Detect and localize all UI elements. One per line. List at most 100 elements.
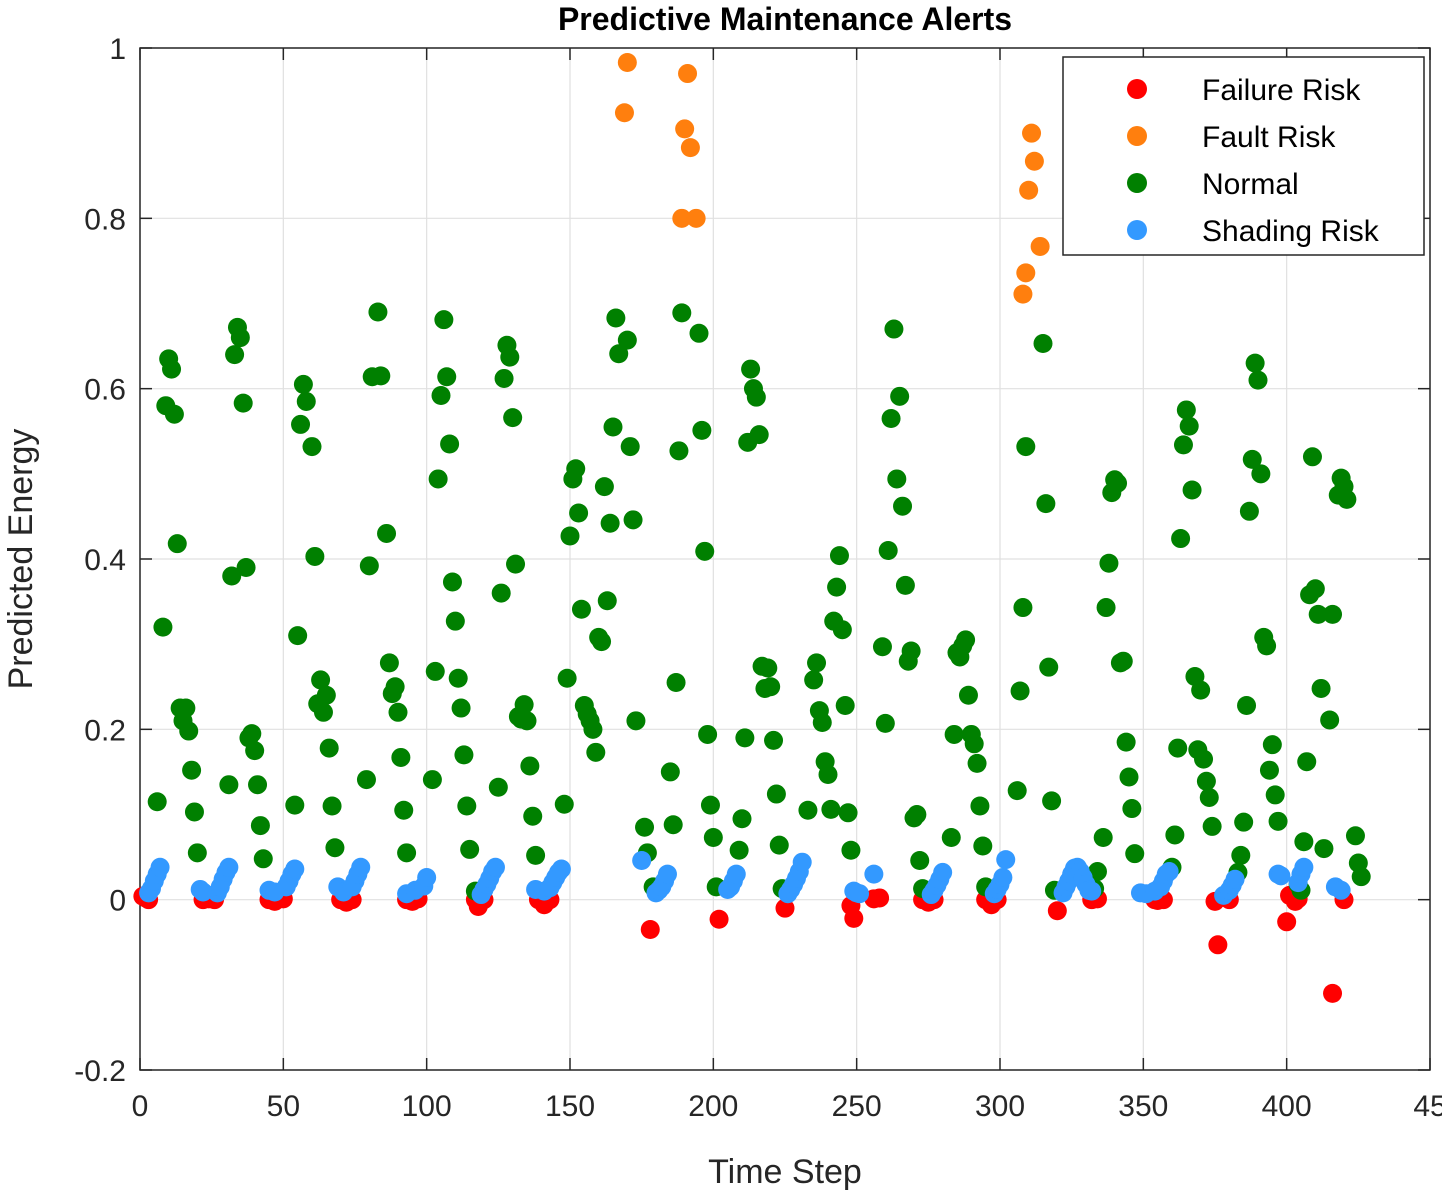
data-points [133,52,1371,1003]
data-point-normal [597,591,617,611]
data-point-normal [1016,437,1036,457]
data-point-normal [821,799,841,819]
data-point-normal [291,414,311,434]
data-point-normal [520,756,540,776]
data-point-fault-risk [686,208,706,228]
data-point-normal [1268,811,1288,831]
data-point-normal [881,408,901,428]
data-point-normal [167,534,187,554]
data-point-normal [663,815,683,835]
data-point-normal [176,698,196,718]
data-point-normal [514,695,534,715]
data-point-shading-risk [1082,881,1102,901]
data-point-normal [1231,845,1251,865]
data-point-normal [594,477,614,497]
data-point-normal [437,367,457,387]
data-point-normal [316,685,336,705]
data-point-normal [761,677,781,697]
data-point-fault-risk [680,138,700,158]
data-point-normal [325,838,345,858]
data-point-failure-risk [1323,983,1343,1003]
data-point-normal [875,713,895,733]
data-point-shading-risk [285,859,305,879]
y-tick-label: 0.6 [84,374,126,407]
data-point-normal [164,404,184,424]
chart-title: Predictive Maintenance Alerts [558,1,1012,37]
data-point-normal [1351,867,1371,887]
data-point-fault-risk [1030,236,1050,256]
data-point-normal [1191,680,1211,700]
data-point-normal [941,827,961,847]
legend-items: Failure Risk Fault Risk Normal Shading Risk [1127,74,1380,248]
data-point-normal [1259,760,1279,780]
data-point-normal [288,626,308,646]
data-point-normal [617,330,637,350]
data-point-failure-risk [775,898,795,918]
data-point-normal [1248,370,1268,390]
data-point-normal [1308,604,1328,624]
data-point-normal [1042,791,1062,811]
data-point-normal [569,503,589,523]
data-point-normal [592,632,612,652]
x-tick-label: 400 [1262,1090,1312,1123]
data-point-normal [818,764,838,784]
x-tick-label: 250 [832,1090,882,1123]
legend-marker-shading-risk [1127,220,1147,240]
data-point-normal [1345,826,1365,846]
data-point-fault-risk [1016,263,1036,283]
data-point-normal [956,630,976,650]
data-point-normal [293,374,313,394]
data-point-normal [250,816,270,836]
data-point-shading-risk [219,857,239,877]
data-point-normal [391,747,411,767]
x-tick-label: 0 [132,1090,149,1123]
data-point-normal [242,724,262,744]
data-point-normal [296,391,316,411]
data-point-normal [356,770,376,790]
data-point-normal [1039,657,1059,677]
data-point-fault-risk [675,119,695,139]
data-point-normal [1245,353,1265,373]
data-point-normal [749,425,769,445]
data-point-normal [1173,435,1193,455]
data-point-shading-risk [417,868,437,888]
data-point-normal [523,806,543,826]
data-point-normal [494,368,514,388]
data-point-normal [488,777,508,797]
data-point-normal [491,583,511,603]
data-point-normal [506,554,526,574]
x-tick-label: 300 [975,1090,1025,1123]
data-point-normal [1093,827,1113,847]
data-point-normal [554,794,574,814]
data-point-normal [741,359,761,379]
data-point-normal [698,724,718,744]
data-point-normal [586,742,606,762]
data-point-shading-risk [1331,880,1351,900]
data-point-normal [672,303,692,323]
legend-marker-normal [1127,173,1147,193]
y-tick-label: 0.8 [84,203,126,236]
data-point-normal [758,658,778,678]
data-point-fault-risk [1024,151,1044,171]
data-point-normal [305,546,325,566]
data-point-normal [359,556,379,576]
data-point-shading-risk [551,859,571,879]
data-point-normal [700,795,720,815]
data-point-normal [1116,732,1136,752]
series-fault-risk [614,52,1050,304]
data-point-shading-risk [657,864,677,884]
data-point-normal [1087,862,1107,882]
data-point-shading-risk [351,857,371,877]
data-point-failure-risk [1047,901,1067,921]
data-point-normal [1265,785,1285,805]
data-point-normal [764,730,784,750]
data-point-normal [1297,752,1317,772]
data-point-normal [187,843,207,863]
data-point-normal [666,672,686,692]
data-point-normal [182,760,202,780]
legend-box [1062,56,1425,256]
data-point-normal [910,850,930,870]
data-point-normal [958,685,978,705]
data-point-normal [807,653,827,673]
data-point-shading-risk [864,864,884,884]
